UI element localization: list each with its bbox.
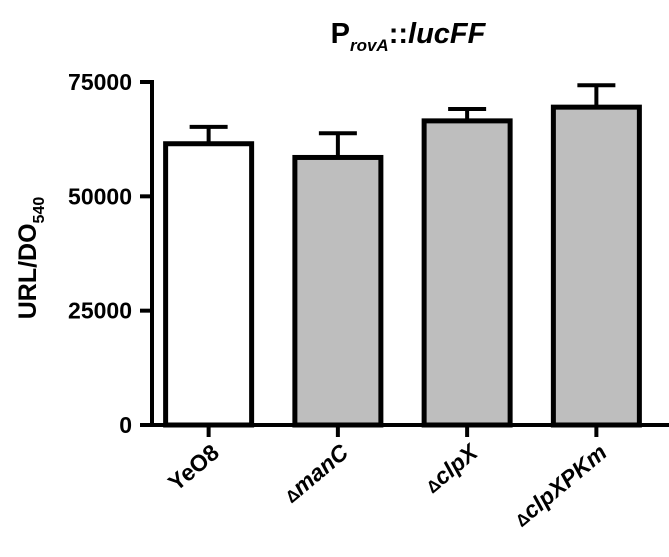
x-tick-label-manc: ΔmanC [278,439,353,508]
x-tick-label-clpx: ΔclpX [419,438,484,498]
y-axis-label-subscript: 540 [31,197,48,224]
chart-title: ProvA::lucFF [331,18,487,55]
x-tick-label-clpxpkm: ΔclpXPKm [508,439,611,532]
category-name: YeO8 [163,439,224,496]
chart-title-separator: :: [389,18,408,50]
x-tick-label-yeo8: YeO8 [163,439,224,496]
y-tick-label: 75000 [68,69,132,95]
y-tick-label: 50000 [68,183,132,209]
y-tick-label: 0 [119,412,132,438]
bar-clpx [421,118,513,428]
chart-title-main: P [331,18,350,50]
y-ticks: 0 25000 50000 75000 [68,69,152,438]
bar-yeo8 [163,141,255,428]
bar-clpxpkm [550,104,642,428]
y-axis-label-main: URL/DO [14,223,42,319]
chart-title-gene: lucFF [408,18,487,50]
category-name: clpXPKm [518,439,612,524]
x-ticks: YeO8 ΔmanC ΔclpX ΔclpXPKm [163,425,612,532]
y-axis-label: URL/DO540 [14,197,48,320]
category-name: manC [287,439,353,500]
y-tick-label: 25000 [68,298,132,324]
chart-title-subscript: rovA [350,36,389,55]
bar-manc [292,154,384,428]
bars [163,83,642,428]
